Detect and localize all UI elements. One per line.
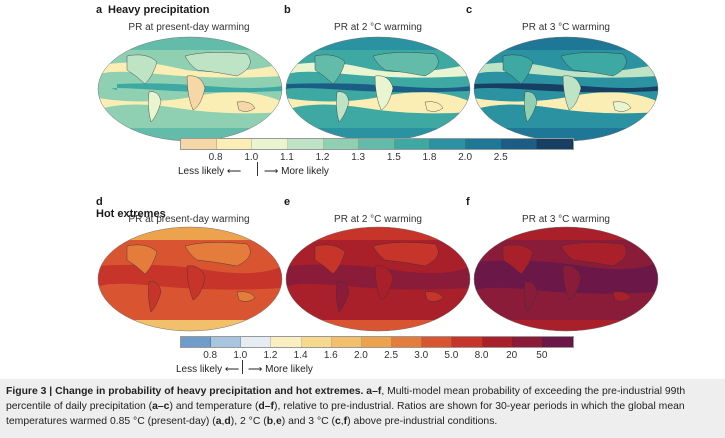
- map-f: [473, 226, 659, 332]
- precip-more-likely: ⟶ More likely: [264, 166, 329, 177]
- panel-letter-b: b: [284, 4, 291, 16]
- precip-colorbar-swatch: [323, 139, 360, 149]
- map-title-d: PR at present-day warming: [128, 214, 250, 225]
- precip-colorbar-swatch: [359, 139, 395, 149]
- hot-colorbar-tick-label: 5.0: [444, 350, 459, 361]
- map-a: [97, 36, 283, 142]
- hot-colorbar-tick-label: 0.8: [203, 350, 218, 361]
- figure-caption: Figure 3 | Change in probability of heav…: [6, 386, 686, 427]
- hot-colorbar-swatch: [211, 337, 242, 347]
- precip-colorbar-swatch: [181, 139, 217, 149]
- precip-colorbar-tick-label: 2.5: [493, 152, 508, 163]
- precip-colorbar-swatch: [466, 139, 502, 149]
- precip-colorbar: [180, 138, 574, 150]
- precip-colorbar-swatch: [287, 139, 324, 149]
- precip-colorbar-tick-label: 1.2: [315, 152, 330, 163]
- hot-colorbar-swatch: [331, 337, 362, 347]
- map-b: [285, 36, 471, 142]
- hot-colorbar-tick-label: 1.6: [323, 350, 338, 361]
- hot-colorbar-tick-label: 50: [536, 350, 548, 361]
- hot-colorbar: [180, 336, 574, 348]
- precip-colorbar-tick-label: 1.3: [351, 152, 366, 163]
- hot-colorbar-tick-label: 1.4: [293, 350, 308, 361]
- precip-colorbar-tick-label: 1.5: [386, 152, 401, 163]
- panel-letter-c: c: [466, 4, 473, 16]
- precip-colorbar-swatch: [252, 139, 288, 149]
- precip-less-likely: Less likely ⟵: [178, 166, 242, 177]
- precip-colorbar-tick-label: 2.0: [458, 152, 473, 163]
- hot-colorbar-tick-label: 2.0: [353, 350, 368, 361]
- precip-colorbar-swatch: [537, 139, 574, 149]
- section-title-hot: Hot extremes: [96, 208, 166, 220]
- map-title-e: PR at 2 °C warming: [334, 214, 422, 225]
- hot-colorbar-tick-label: 1.2: [263, 350, 278, 361]
- hot-colorbar-swatch: [482, 337, 513, 347]
- panel-letter-a: a: [96, 4, 103, 16]
- hot-colorbar-swatch: [181, 337, 212, 347]
- precip-colorbar-swatch: [430, 139, 467, 149]
- hot-colorbar-tick-label: 8.0: [474, 350, 489, 361]
- hot-colorbar-swatch: [392, 337, 423, 347]
- hot-colorbar-swatch: [361, 337, 393, 347]
- precip-colorbar-swatch: [216, 139, 253, 149]
- precip-colorbar-tick-label: 1.0: [244, 152, 259, 163]
- map-title-f: PR at 3 °C warming: [522, 214, 610, 225]
- hot-colorbar-tick-label: 20: [506, 350, 518, 361]
- hot-colorbar-swatch: [422, 337, 453, 347]
- caption-background: [0, 379, 725, 438]
- map-c: [473, 36, 659, 142]
- hot-colorbar-swatch: [512, 337, 543, 347]
- map-title-b: PR at 2 °C warming: [334, 22, 422, 33]
- precip-divider: [257, 162, 258, 176]
- hot-colorbar-tick-label: 1.0: [233, 350, 248, 361]
- precip-colorbar-swatch: [394, 139, 431, 149]
- hot-colorbar-swatch: [301, 337, 332, 347]
- panel-letter-d: d: [96, 196, 103, 208]
- map-d: [97, 226, 283, 332]
- map-title-a: PR at present-day warming: [128, 22, 250, 33]
- hot-colorbar-tick-label: 3.0: [414, 350, 429, 361]
- map-e: [285, 226, 471, 332]
- precip-colorbar-tick-label: 1.1: [279, 152, 294, 163]
- hot-more-likely: ⟶ More likely: [248, 364, 313, 375]
- precip-colorbar-swatch: [501, 139, 538, 149]
- hot-colorbar-swatch: [241, 337, 272, 347]
- panel-letter-f: f: [466, 196, 470, 208]
- precip-colorbar-tick-label: 0.8: [208, 152, 223, 163]
- hot-colorbar-swatch: [542, 337, 574, 347]
- hot-less-likely: Less likely ⟵: [176, 364, 240, 375]
- hot-colorbar-tick-label: 2.5: [384, 350, 399, 361]
- hot-colorbar-swatch: [271, 337, 302, 347]
- map-title-c: PR at 3 °C warming: [522, 22, 610, 33]
- hot-divider: [242, 360, 243, 374]
- hot-colorbar-swatch: [452, 337, 483, 347]
- section-title-precip: Heavy precipitation: [108, 4, 210, 16]
- precip-colorbar-tick-label: 1.8: [422, 152, 437, 163]
- panel-letter-e: e: [284, 196, 291, 208]
